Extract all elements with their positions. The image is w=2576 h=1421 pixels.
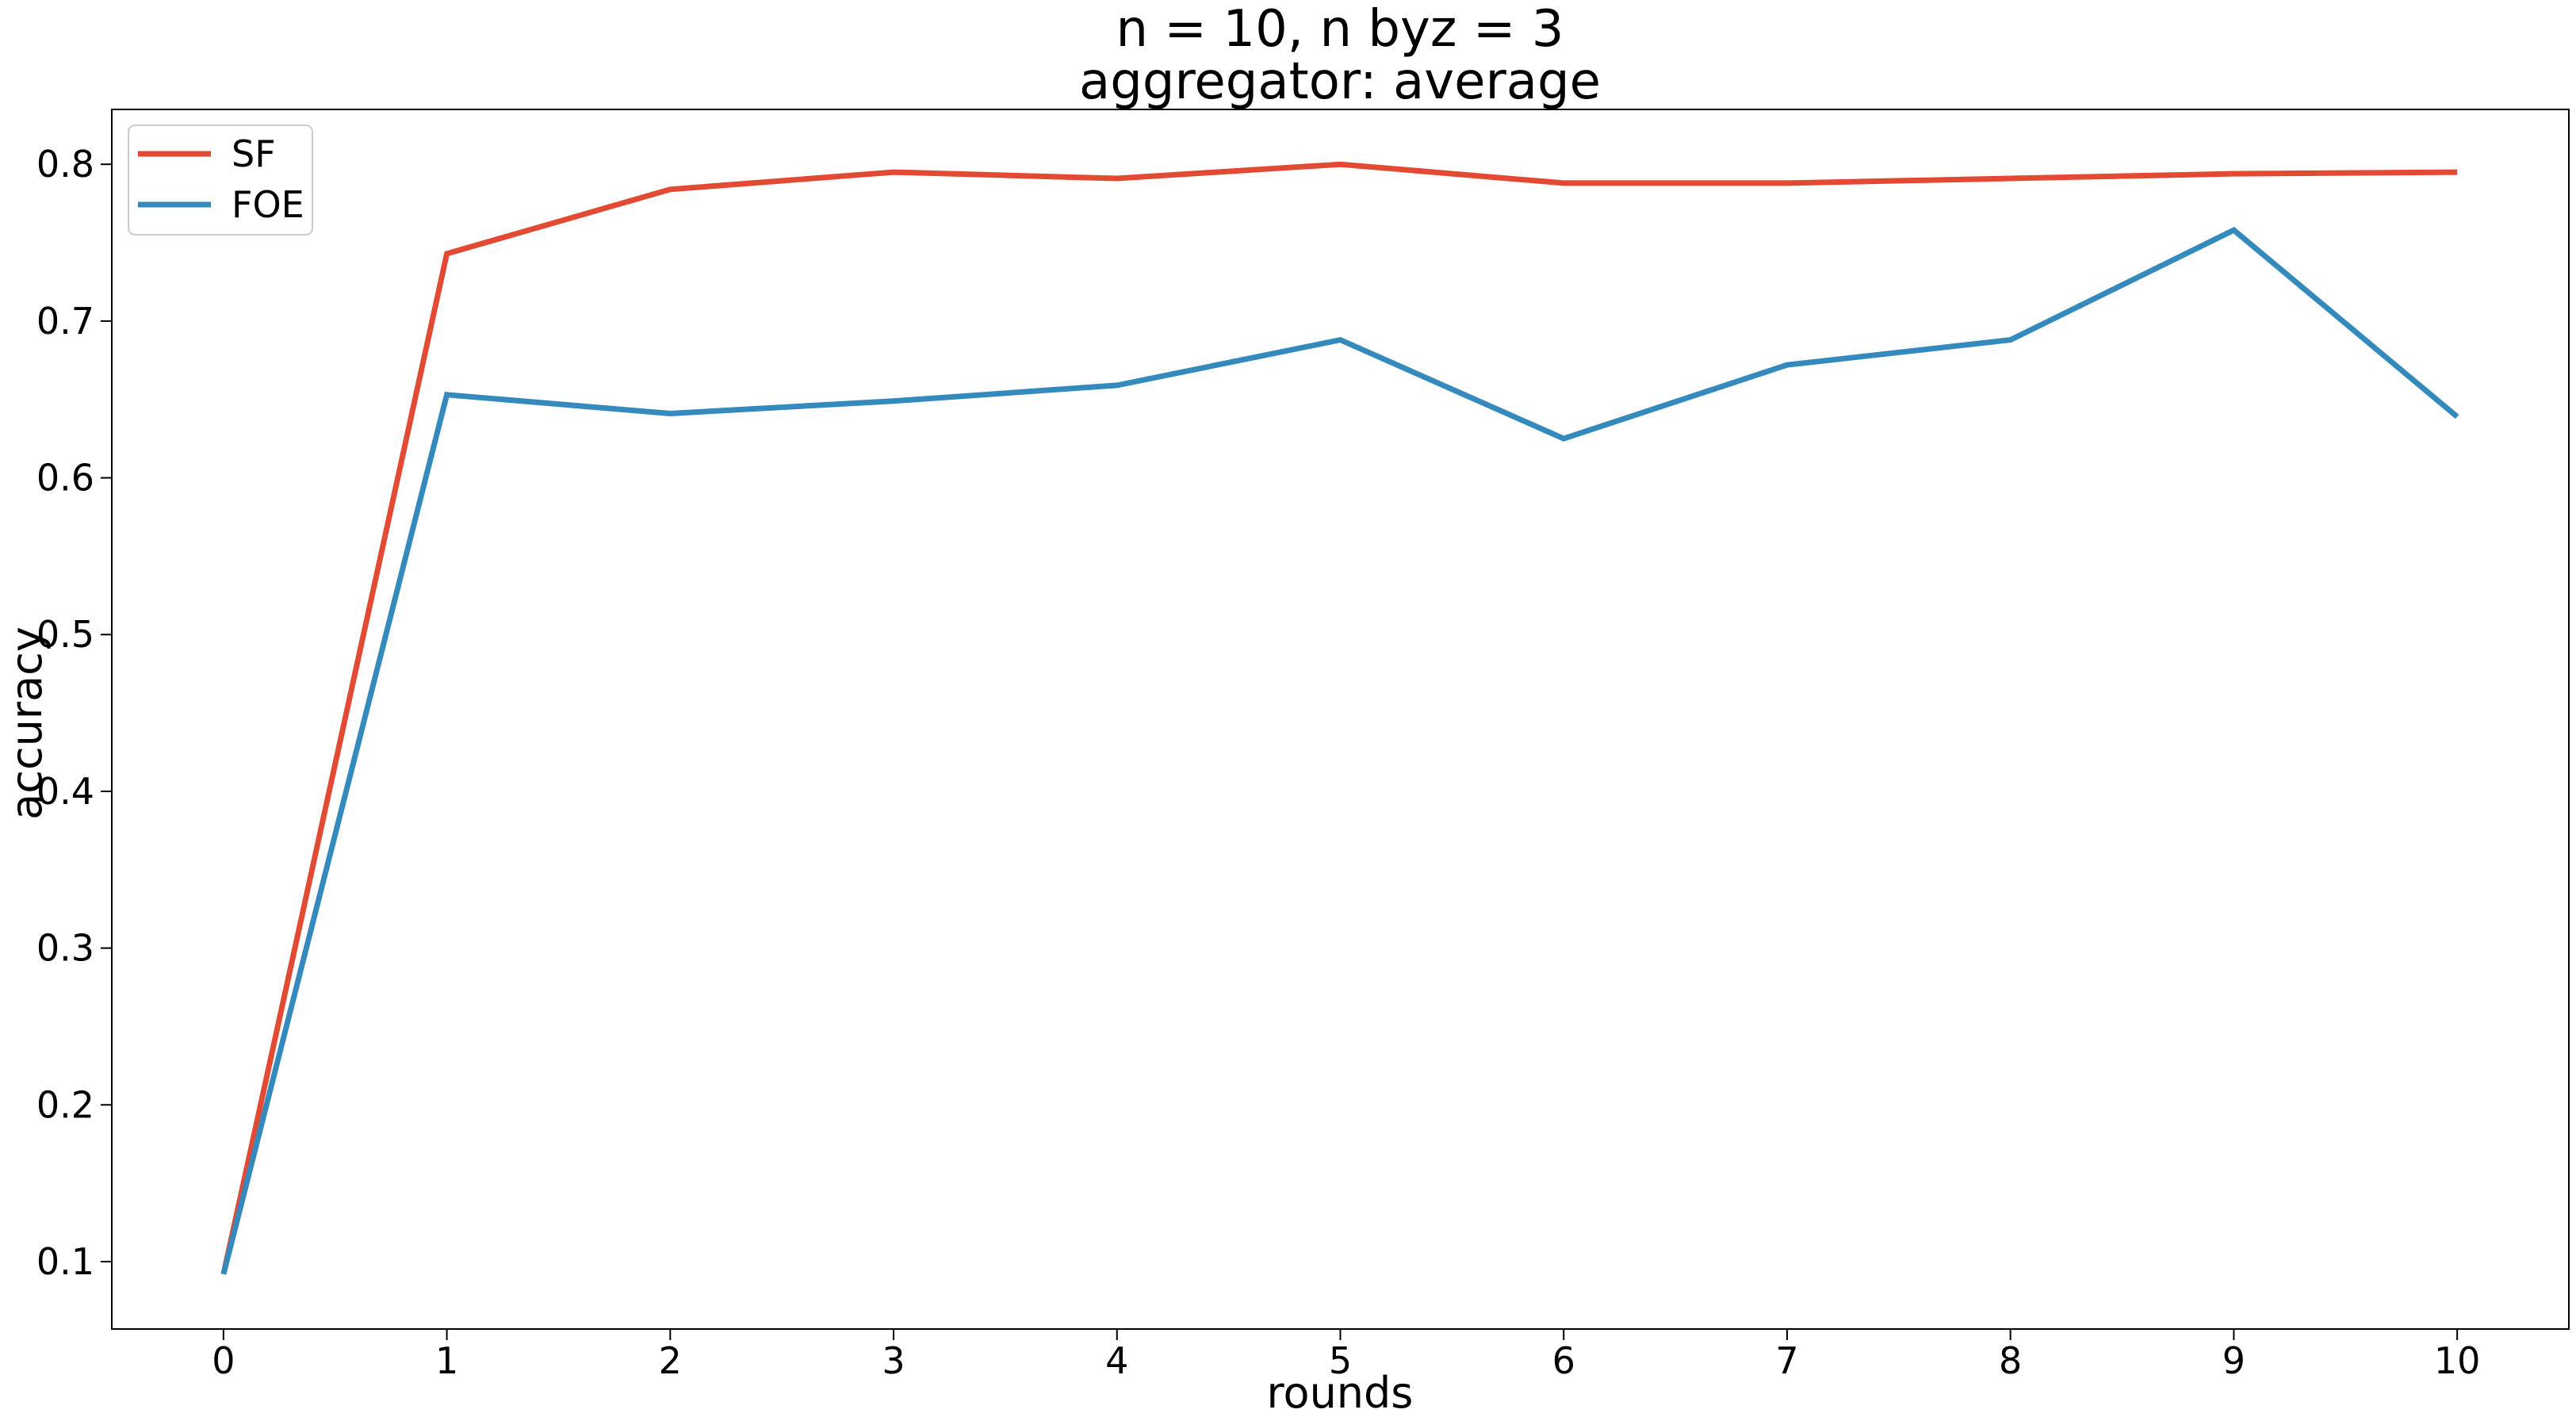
x-tick-label: 7 bbox=[1775, 1339, 1798, 1382]
chart-subtitle: aggregator: average bbox=[1079, 52, 1601, 111]
y-tick-label: 0.8 bbox=[36, 143, 94, 186]
x-tick-label: 5 bbox=[1329, 1339, 1352, 1382]
chart-title: n = 10, n byz = 3 bbox=[1116, 0, 1564, 59]
y-tick-label: 0.3 bbox=[36, 927, 94, 970]
x-tick-label: 0 bbox=[212, 1339, 235, 1382]
x-tick-label: 9 bbox=[2222, 1339, 2245, 1382]
y-tick-label: 0.2 bbox=[36, 1083, 94, 1126]
x-axis-title: rounds bbox=[1267, 1368, 1414, 1418]
y-axis-title: accuracy bbox=[2, 626, 52, 820]
x-tick-label: 4 bbox=[1105, 1339, 1128, 1382]
x-tick-label: 6 bbox=[1552, 1339, 1575, 1382]
x-tick-label: 8 bbox=[1999, 1339, 2022, 1382]
x-tick-label: 10 bbox=[2434, 1339, 2481, 1382]
y-tick-label: 0.5 bbox=[36, 613, 94, 656]
x-tick-label: 2 bbox=[659, 1339, 682, 1382]
y-tick-label: 0.6 bbox=[36, 457, 94, 500]
x-tick-label: 3 bbox=[882, 1339, 905, 1382]
legend-label-sf: SF bbox=[232, 132, 276, 175]
legend: SF FOE bbox=[128, 124, 313, 236]
series-line-foe bbox=[220, 227, 2459, 1275]
y-tick-label: 0.4 bbox=[36, 770, 94, 813]
series-line-sf bbox=[220, 161, 2458, 1275]
x-tick-label: 1 bbox=[435, 1339, 458, 1382]
legend-label-foe: FOE bbox=[232, 183, 304, 226]
y-tick-label: 0.1 bbox=[36, 1240, 94, 1283]
y-tick-label: 0.7 bbox=[36, 300, 94, 343]
axis-ticks: 0 1 2 3 4 5 6 7 8 9 10 0.1 0.2 0.3 0.4 0.5 0.6 0.7 0.8 bbox=[36, 143, 2481, 1382]
